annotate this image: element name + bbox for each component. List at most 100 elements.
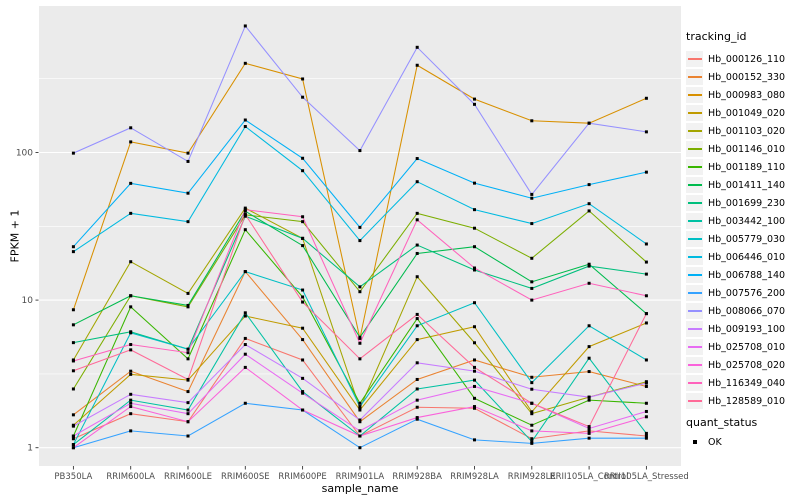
data-point-Hb_128589_010-RRIM928LA bbox=[473, 365, 476, 369]
legend-item-label: Hb_128589_010 bbox=[708, 395, 786, 407]
series-line-swatch-icon bbox=[686, 231, 703, 247]
legend-item-Hb_000983_080: Hb_000983_080 bbox=[686, 86, 798, 104]
legend-item-label: Hb_001699_230 bbox=[708, 197, 786, 209]
legend-item-label: Hb_006788_140 bbox=[708, 269, 786, 281]
legend-item-Hb_007576_200: Hb_007576_200 bbox=[686, 284, 798, 302]
data-point-Hb_001411_140-RRIM928LA bbox=[473, 245, 476, 249]
series-line-swatch-icon bbox=[686, 213, 703, 229]
data-point-Hb_000126_110-PB350LA bbox=[71, 437, 75, 441]
data-point-Hb_116349_040-RRIM901LA bbox=[358, 341, 362, 345]
data-point-Hb_001146_010-RRII105LA_Stressed bbox=[644, 260, 648, 264]
data-point-Hb_116349_040-PB350LA bbox=[71, 359, 75, 363]
legend-item-label: OK bbox=[708, 436, 722, 448]
data-point-Hb_001146_010-RRIM600PE bbox=[301, 220, 305, 224]
legend-items-tracking-id: Hb_000126_110 Hb_000152_330 Hb_000983_080 H… bbox=[686, 50, 798, 410]
data-point-Hb_000126_110-RRIM928LA bbox=[473, 406, 476, 410]
data-point-Hb_001411_140-RRIM600LE bbox=[186, 303, 190, 307]
legend-item-label: Hb_001146_010 bbox=[708, 143, 786, 155]
data-point-Hb_005779_030-RRII105LA_Control bbox=[587, 324, 591, 328]
legend-item-label: Hb_000152_330 bbox=[708, 71, 786, 83]
data-point-Hb_001146_010-RRIM928BA bbox=[415, 211, 419, 215]
data-point-Hb_001411_140-RRIM600LA bbox=[129, 294, 133, 298]
data-point-Hb_009193_100-RRIM901LA bbox=[358, 418, 362, 422]
data-point-Hb_003442_100-RRIM600LA bbox=[129, 398, 133, 402]
data-point-Hb_001049_020-RRIM928LE bbox=[530, 410, 534, 414]
data-point-Hb_000983_080-RRII105LA_Stressed bbox=[644, 96, 648, 100]
data-point-Hb_009193_100-RRII105LA_Stressed bbox=[644, 381, 648, 385]
data-point-Hb_008066_070-RRIM928LE bbox=[530, 192, 534, 196]
data-point-Hb_003442_100-RRIM928BA bbox=[415, 387, 419, 391]
data-point-Hb_000152_330-RRII105LA_Control bbox=[587, 370, 591, 374]
data-point-Hb_009193_100-RRIM600LA bbox=[129, 392, 133, 396]
data-point-Hb_001699_230-RRIM928LA bbox=[473, 268, 476, 272]
legend-item-quant-ok: OK bbox=[686, 433, 798, 451]
data-point-Hb_116349_040-RRIM928LE bbox=[530, 298, 534, 302]
data-point-Hb_008066_070-RRIM928BA bbox=[415, 45, 419, 49]
legend-item-Hb_006446_010: Hb_006446_010 bbox=[686, 248, 798, 266]
data-point-Hb_006446_010-RRIM928LA bbox=[473, 208, 476, 212]
data-point-Hb_001189_110-RRIM600PE bbox=[301, 295, 305, 299]
data-point-Hb_001699_230-RRII105LA_Control bbox=[587, 264, 591, 268]
legend: tracking_id Hb_000126_110 Hb_000152_330 Hb… bbox=[686, 30, 798, 451]
data-point-Hb_128589_010-RRII105LA_Control bbox=[587, 425, 591, 429]
data-point-Hb_001103_020-RRIM600SE bbox=[243, 206, 247, 210]
data-point-Hb_005779_030-RRIM600LE bbox=[186, 347, 190, 351]
legend-item-Hb_116349_040: Hb_116349_040 bbox=[686, 374, 798, 392]
data-point-Hb_001189_110-RRIM928LA bbox=[473, 396, 476, 400]
data-point-Hb_001189_110-RRIM600SE bbox=[243, 228, 247, 232]
data-point-Hb_008066_070-RRIM928LA bbox=[473, 102, 476, 106]
legend-item-label: Hb_009193_100 bbox=[708, 323, 786, 335]
data-point-Hb_001189_110-RRIM600LA bbox=[129, 305, 133, 309]
legend-item-Hb_001049_020: Hb_001049_020 bbox=[686, 104, 798, 122]
series-line-swatch-icon bbox=[686, 195, 703, 211]
data-point-Hb_001411_140-RRIM928BA bbox=[415, 251, 419, 255]
data-point-Hb_007576_200-RRIM901LA bbox=[358, 446, 362, 450]
data-point-Hb_006788_140-RRIM600SE bbox=[243, 118, 247, 122]
data-point-Hb_005779_030-RRII105LA_Stressed bbox=[644, 358, 648, 362]
legend-item-Hb_005779_030: Hb_005779_030 bbox=[686, 230, 798, 248]
data-point-Hb_006446_010-RRII105LA_Stressed bbox=[644, 242, 648, 246]
data-point-Hb_116349_040-RRIM600SE bbox=[243, 208, 247, 212]
data-point-Hb_006446_010-RRIM600LA bbox=[129, 211, 133, 215]
data-point-Hb_025708_020-RRIM600LE bbox=[186, 420, 190, 424]
data-point-Hb_001103_020-RRIM600LE bbox=[186, 291, 190, 295]
legend-item-label: Hb_005779_030 bbox=[708, 233, 786, 245]
data-point-Hb_001699_230-RRIM901LA bbox=[358, 285, 362, 289]
data-point-Hb_000983_080-RRIM600LE bbox=[186, 151, 190, 155]
data-point-Hb_000983_080-RRIM600LA bbox=[129, 140, 133, 144]
legend-item-Hb_128589_010: Hb_128589_010 bbox=[686, 392, 798, 410]
series-line-swatch-icon bbox=[686, 303, 703, 319]
data-point-Hb_001699_230-RRIM928BA bbox=[415, 243, 419, 247]
data-point-Hb_025708_010-RRII105LA_Stressed bbox=[644, 409, 648, 413]
data-point-Hb_005779_030-RRIM928BA bbox=[415, 324, 419, 328]
data-point-Hb_128589_010-RRIM600LA bbox=[129, 348, 133, 352]
data-point-Hb_006788_140-RRIM600LE bbox=[186, 191, 190, 195]
data-point-Hb_001049_020-RRII105LA_Control bbox=[587, 345, 591, 349]
legend-title-quant-status: quant_status bbox=[686, 416, 758, 429]
series-line-swatch-icon bbox=[686, 267, 703, 283]
data-point-Hb_000152_330-RRIM928LE bbox=[530, 375, 534, 379]
data-point-Hb_001699_230-PB350LA bbox=[71, 341, 75, 345]
data-point-Hb_006788_140-RRII105LA_Stressed bbox=[644, 170, 648, 174]
series-line-swatch-icon bbox=[686, 51, 703, 67]
legend-item-label: Hb_006446_010 bbox=[708, 251, 786, 263]
data-point-Hb_000983_080-RRIM600SE bbox=[243, 61, 247, 65]
data-point-Hb_009193_100-RRIM928LE bbox=[530, 387, 534, 391]
data-point-Hb_000152_330-RRII105LA_Stressed bbox=[644, 384, 648, 388]
series-line-swatch-icon bbox=[686, 87, 703, 103]
data-point-Hb_007576_200-RRIM600LA bbox=[129, 429, 133, 433]
data-point-Hb_001699_230-RRIM600SE bbox=[243, 214, 247, 218]
legend-item-Hb_001146_010: Hb_001146_010 bbox=[686, 140, 798, 158]
data-point-Hb_116349_040-RRII105LA_Control bbox=[587, 281, 591, 285]
data-point-Hb_116349_040-RRIM928BA bbox=[415, 218, 419, 222]
series-line-swatch-icon bbox=[686, 339, 703, 355]
data-point-Hb_001411_140-RRIM600PE bbox=[301, 244, 305, 248]
data-point-Hb_005779_030-RRIM600SE bbox=[243, 270, 247, 274]
data-point-Hb_008066_070-RRII105LA_Control bbox=[587, 121, 591, 125]
legend-item-Hb_025708_020: Hb_025708_020 bbox=[686, 356, 798, 374]
data-point-Hb_001049_020-RRIM928LA bbox=[473, 325, 476, 329]
data-point-Hb_006446_010-RRIM600PE bbox=[301, 169, 305, 173]
data-point-Hb_008066_070-RRIM600SE bbox=[243, 24, 247, 28]
data-point-Hb_025708_010-RRIM928LA bbox=[473, 384, 476, 388]
